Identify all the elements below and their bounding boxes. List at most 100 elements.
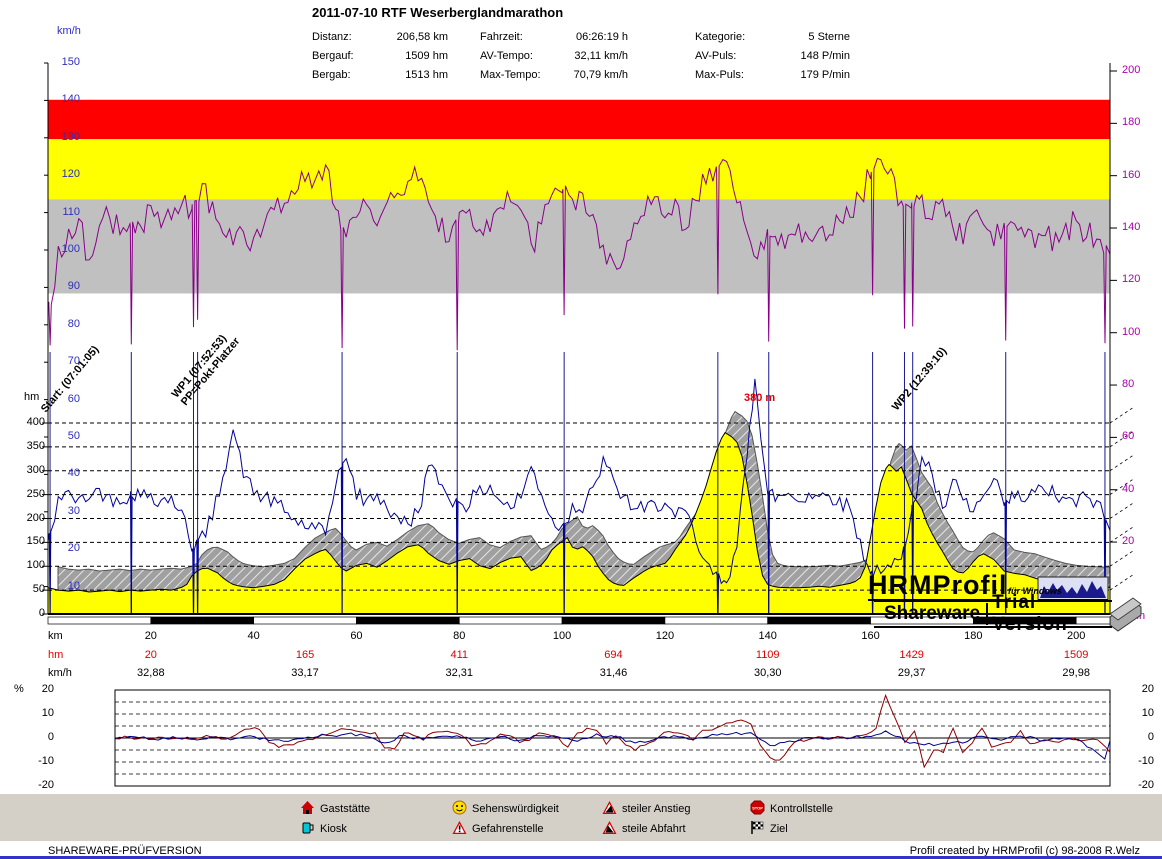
pulse-axis-tick: 20 <box>1122 535 1135 548</box>
elevation-axis-tick: 100 <box>26 559 45 572</box>
legend-item: steile Abfahrt <box>602 820 686 838</box>
elevation-axis-tick: 150 <box>26 535 45 548</box>
elevation-axis-tick: 50 <box>32 583 45 596</box>
pct-axis-tick-right: -10 <box>1138 755 1154 767</box>
watermark-trial-left: Shareware <box>874 603 989 625</box>
stat-value: 1513 hm <box>405 69 448 81</box>
pulse-axis-tick: 160 <box>1122 168 1141 181</box>
elevation-axis-tick: 200 <box>26 511 45 524</box>
watermark-trial: Shareware Trial Version <box>874 592 1112 635</box>
speed-axis-tick: 20 <box>67 542 80 555</box>
legend-label: Gefahrenstelle <box>472 823 544 835</box>
legend-item: Gefahrenstelle <box>452 820 544 838</box>
hm-row-value: 20 <box>144 649 157 661</box>
legend-item: steiler Anstieg <box>602 800 690 818</box>
smiley-icon <box>452 800 467 818</box>
kmh-row-value: 29,98 <box>1062 667 1090 679</box>
window-bottom-border <box>0 856 1162 859</box>
speed-axis-tick: 50 <box>67 430 80 442</box>
svg-text:STOP: STOP <box>752 806 763 811</box>
speed-axis-tick: 40 <box>67 467 80 480</box>
km-axis-tick: 120 <box>655 630 675 642</box>
elevation-axis-tick: 350 <box>26 439 45 452</box>
legend-label: Ziel <box>770 823 788 835</box>
hm-row-label: hm <box>48 649 64 661</box>
kmh-row-value: 31,46 <box>599 667 628 679</box>
km-row-label: km <box>48 630 63 642</box>
elevation-axis-tick: 250 <box>26 487 45 500</box>
legend-label: steile Abfahrt <box>622 823 686 835</box>
speed-axis-tick: 120 <box>61 168 80 181</box>
km-axis-tick: 140 <box>758 630 777 642</box>
legend-strip: Gaststätte Kiosk Sehenswürdigkeit Gefahrens… <box>0 794 1162 841</box>
pulse-axis-tick: 140 <box>1122 221 1141 234</box>
cup-icon <box>300 820 315 838</box>
left-axis-unit-kmh: km/h <box>57 25 81 37</box>
pct-axis-unit: % <box>14 683 24 695</box>
legend-label: Kontrollstelle <box>770 803 833 815</box>
pct-axis-tick-left: -10 <box>38 755 54 767</box>
legend-item: Ziel <box>750 820 788 838</box>
stat-value: 1509 hm <box>405 50 448 62</box>
hm-row-value: 1109 <box>755 649 780 661</box>
watermark-trial-right: Trial Version <box>992 592 1068 635</box>
finish-flag-icon <box>750 820 765 838</box>
hm-row-value: 165 <box>295 649 315 661</box>
stop-icon: STOP <box>750 800 765 818</box>
left-axis-unit-hm: hm <box>24 391 40 403</box>
elevation-axis-tick: 400 <box>26 416 45 428</box>
pulse-axis-tick: 40 <box>1122 482 1135 495</box>
pct-axis-tick-left: 0 <box>47 731 54 743</box>
stat-value: 5 Sterne <box>808 31 850 43</box>
danger-icon <box>452 820 467 838</box>
watermark-sub: für Windows <box>1008 586 1062 596</box>
km-axis-tick: 180 <box>964 630 983 642</box>
km-axis-tick: 100 <box>552 630 572 642</box>
km-axis-tick: 160 <box>861 630 880 642</box>
speed-axis-tick: 70 <box>67 355 80 368</box>
speed-axis-tick: 140 <box>61 93 80 106</box>
kmh-row-value: 30,30 <box>753 667 782 679</box>
km-axis-tick: 200 <box>1066 630 1086 642</box>
speed-axis-tick: 130 <box>61 130 80 143</box>
speed-axis-tick: 80 <box>67 317 80 330</box>
legend-item: Kiosk <box>300 820 347 838</box>
hm-row-value: 1429 <box>899 649 924 661</box>
watermark-brand: HRMProfil <box>868 570 1008 601</box>
legend-item: Gaststätte <box>300 800 370 818</box>
pulse-axis-tick: 80 <box>1122 378 1135 391</box>
speed-axis-tick: 90 <box>67 280 80 293</box>
stat-label: Distanz: <box>312 31 352 43</box>
stat-value: 70,79 km/h <box>573 69 628 81</box>
pct-axis-tick-right: 10 <box>1141 707 1154 719</box>
km-axis-tick: 40 <box>247 630 260 642</box>
kmh-row-value: 33,17 <box>291 667 319 679</box>
kmh-row-value: 29,37 <box>897 667 926 679</box>
stat-label: Bergab: <box>312 69 351 81</box>
steep-ascent-icon <box>602 800 617 818</box>
stat-value: 148 P/min <box>800 50 850 62</box>
speed-axis-tick: 110 <box>62 205 80 218</box>
stat-value: 179 P/min <box>800 69 850 81</box>
legend-label: Sehenswürdigkeit <box>472 803 559 815</box>
speed-axis-tick: 60 <box>67 392 80 405</box>
stat-label: Max-Tempo: <box>480 69 541 81</box>
pct-axis-tick-right: 20 <box>1141 683 1154 695</box>
stat-label: Bergauf: <box>312 50 354 62</box>
steep-descent-icon <box>602 820 617 838</box>
elevation-axis-tick: 0 <box>38 607 45 619</box>
pct-axis-tick-right: 0 <box>1147 731 1154 743</box>
km-axis-tick: 60 <box>350 630 363 642</box>
stat-label: Max-Puls: <box>695 69 744 81</box>
footer-credit: Profil created by HRMProfil (c) 98-2008 … <box>909 845 1140 857</box>
hm-row-value: 694 <box>604 649 623 661</box>
pct-axis-tick-right: -20 <box>1138 779 1154 791</box>
stat-label: AV-Puls: <box>695 50 737 62</box>
stat-value: 06:26:19 h <box>576 31 628 43</box>
pct-axis-tick-left: 10 <box>41 707 54 719</box>
annotation-max-elevation: 380 m <box>744 392 776 404</box>
house-icon <box>300 800 315 818</box>
pct-axis-tick-left: -20 <box>38 779 54 791</box>
stat-label: Kategorie: <box>695 31 746 43</box>
legend-label: Kiosk <box>320 823 347 835</box>
